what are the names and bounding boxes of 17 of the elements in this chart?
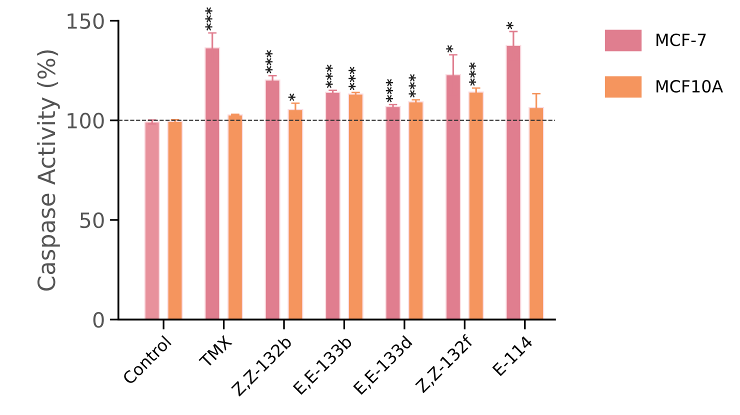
legend-label: MCF10A xyxy=(656,80,724,93)
annotation: *** xyxy=(348,66,356,90)
annotation: *** xyxy=(326,64,333,88)
y-tick-label: 50 xyxy=(80,212,104,228)
y-tick-label: 0 xyxy=(93,312,104,328)
annotation: * xyxy=(288,94,296,101)
annotation: *** xyxy=(386,78,393,102)
y-tick-label: 100 xyxy=(68,112,104,129)
y-axis-title: Caspase Activity (%) xyxy=(37,50,60,291)
legend-label: MCF-7 xyxy=(656,34,706,46)
y-tick-label: 150 xyxy=(68,13,104,29)
annotation: *** xyxy=(205,7,212,31)
annotation: *** xyxy=(468,62,476,86)
annotation: * xyxy=(506,22,514,30)
annotation: * xyxy=(446,45,454,53)
annotation: *** xyxy=(265,50,273,74)
annotation: *** xyxy=(408,74,416,98)
